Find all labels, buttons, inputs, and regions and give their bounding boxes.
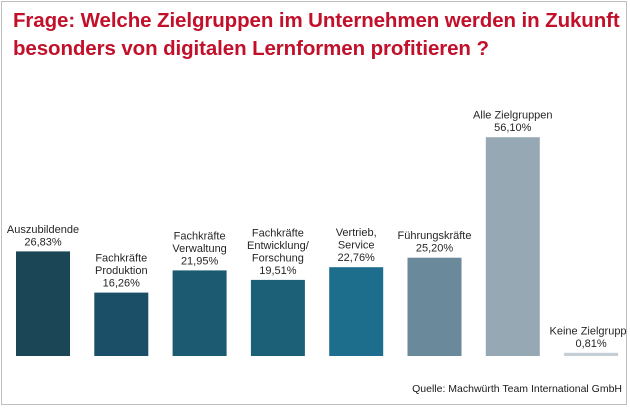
bar-0	[16, 251, 70, 356]
value-label-7: 0,81%	[575, 338, 606, 350]
category-label-5-0: Führungskräfte	[398, 230, 472, 242]
chart-title: Frage: Welche Zielgruppen im Unternehmen…	[13, 7, 620, 63]
value-label-0: 26,83%	[24, 236, 62, 248]
category-label-3-2: Forschung	[252, 252, 304, 264]
chart-title-line-1: Frage: Welche Zielgruppen im Unternehmen…	[13, 9, 620, 32]
category-label-7-0: Keine Zielgruppe	[550, 325, 627, 337]
category-label-0-0: Auszubildende	[7, 224, 79, 236]
bar-6	[485, 137, 540, 356]
bar-1	[94, 292, 149, 356]
category-label-4-0: Vertrieb,	[336, 227, 377, 239]
value-label-5: 25,20%	[416, 243, 454, 255]
bar-4	[329, 267, 384, 356]
bar-5	[407, 257, 462, 356]
category-label-1-1: Produktion	[95, 265, 148, 277]
category-label-1-0: Fachkräfte	[95, 253, 147, 265]
value-label-4: 22,76%	[338, 252, 376, 264]
value-label-1: 16,26%	[103, 278, 141, 290]
category-label-2-1: Verwaltung	[172, 243, 226, 255]
value-label-2: 21,95%	[181, 255, 219, 267]
bar-3	[250, 279, 305, 356]
bar-chart: Auszubildende26,83%FachkräfteProduktion1…	[7, 110, 627, 356]
category-label-4-1: Service	[338, 240, 375, 252]
source-note: Quelle: Machwürth Team International Gmb…	[412, 383, 622, 395]
chart-title-line-2: besonders von digitalen Lernformen profi…	[13, 37, 489, 60]
value-label-6: 56,10%	[494, 122, 532, 134]
category-label-2-0: Fachkräfte	[174, 230, 226, 242]
bar-7	[564, 352, 619, 356]
category-label-3-1: Entwicklung/	[247, 240, 310, 252]
category-label-3-0: Fachkräfte	[252, 227, 304, 239]
value-label-3: 19,51%	[259, 265, 297, 277]
bar-2	[172, 270, 227, 356]
category-label-6-0: Alle Zielgruppen	[473, 110, 553, 122]
